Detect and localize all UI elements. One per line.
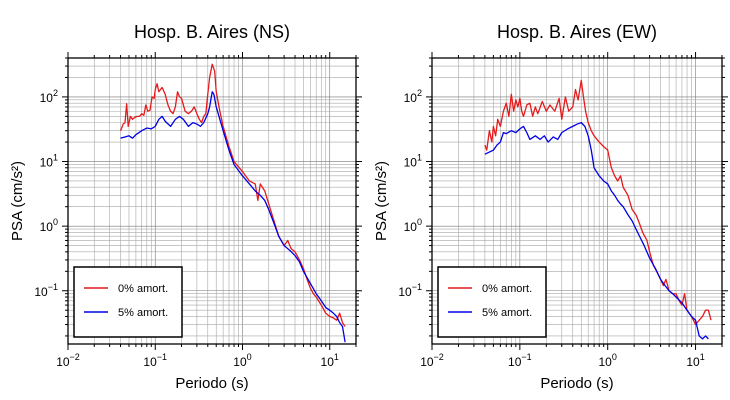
x-tick-label: 101 xyxy=(321,352,339,369)
y-tick-label: 101 xyxy=(404,153,422,170)
legend-label: 0% amort. xyxy=(118,283,168,295)
x-tick-label: 10−2 xyxy=(56,352,80,369)
axis-ticks xyxy=(62,52,362,350)
y-tick-label: 100 xyxy=(40,217,58,234)
x-tick-label: 10−1 xyxy=(508,352,532,369)
legend-label: 5% amort. xyxy=(118,307,168,319)
grid xyxy=(431,57,723,344)
legend-box xyxy=(73,266,183,338)
y-tick-label: 100 xyxy=(404,217,422,234)
x-tick-label: 101 xyxy=(686,352,704,369)
x-tick-label: 100 xyxy=(233,352,251,369)
x-tick-label: 10−1 xyxy=(143,352,167,369)
legend: 0% amort. 5% amort. xyxy=(437,266,547,338)
x-axis-label: Periodo (s) xyxy=(540,375,613,392)
series-line-2 xyxy=(120,91,346,343)
chart-title: Hosp. B. Aires (NS) xyxy=(134,22,290,42)
x-tick-label: 100 xyxy=(599,352,617,369)
x-tick-label: 10−2 xyxy=(420,352,444,369)
y-tick-label: 101 xyxy=(40,153,58,170)
y-axis-label: PSA (cm/s²) xyxy=(9,161,26,241)
legend: 0% amort. 5% amort. xyxy=(73,266,183,338)
axis-ticks xyxy=(426,52,728,350)
grid xyxy=(67,57,357,344)
legend-box xyxy=(437,266,547,338)
chart-panel-2: 10−2 10−1 100 101 10−1 100 101 102 Hosp. B. Aire… xyxy=(373,22,728,392)
x-axis-label: Periodo (s) xyxy=(175,375,248,392)
legend-label: 0% amort. xyxy=(482,283,532,295)
chart-title: Hosp. B. Aires (EW) xyxy=(497,22,657,42)
y-axis-label: PSA (cm/s²) xyxy=(373,161,390,241)
y-tick-label: 10−1 xyxy=(34,282,58,299)
legend-label: 5% amort. xyxy=(482,307,532,319)
y-tick-label: 102 xyxy=(40,88,58,105)
plot-frame xyxy=(431,57,723,345)
plot-frame xyxy=(67,57,357,345)
y-tick-label: 102 xyxy=(404,88,422,105)
y-tick-label: 10−1 xyxy=(398,282,422,299)
series-line-1 xyxy=(119,63,346,327)
chart-panel-1: 10−2 10−1 100 101 10−1 100 101 102 Hosp. B. Aire… xyxy=(9,22,362,392)
series-line-2 xyxy=(484,121,709,340)
